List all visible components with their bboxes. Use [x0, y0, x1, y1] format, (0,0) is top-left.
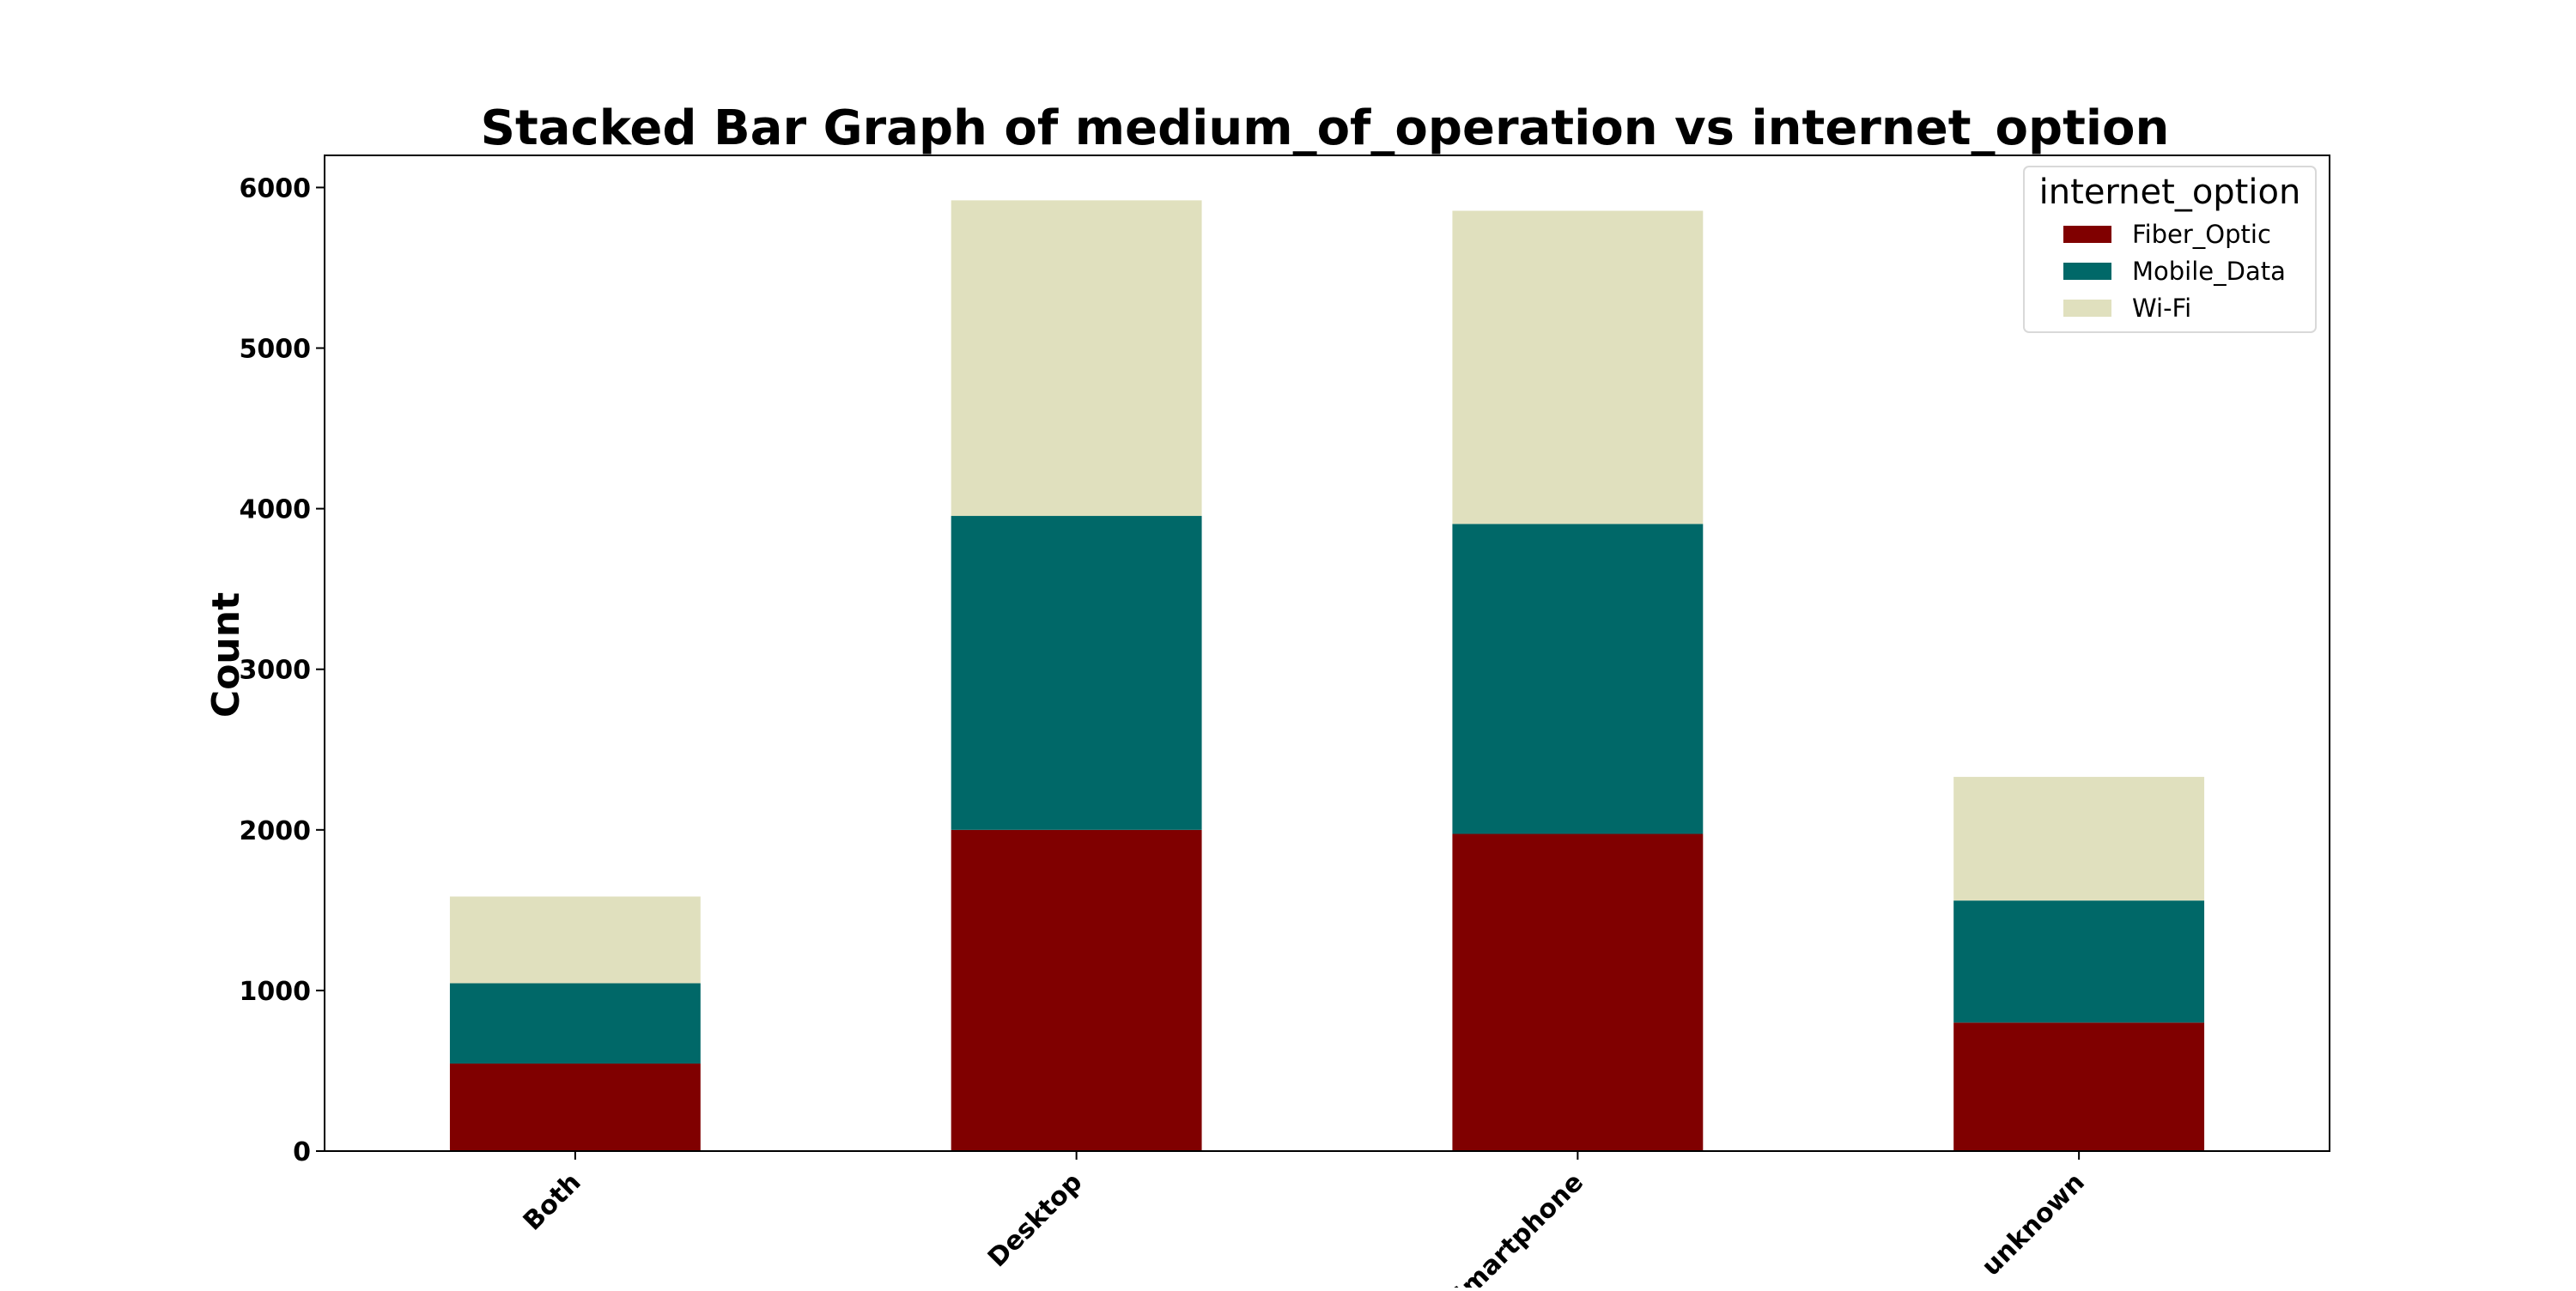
y-tick-label: 1000 — [240, 977, 312, 1007]
bar-segment-fiber-optic — [449, 1064, 701, 1151]
legend-box — [2023, 166, 2317, 333]
bar-stack-desktop — [951, 200, 1202, 1151]
chart-title: Stacked Bar Graph of medium_of_operation… — [481, 100, 2170, 156]
y-tick-label: 4000 — [240, 495, 312, 525]
legend-item: Fiber_Optic — [2063, 220, 2271, 249]
y-axis-ticks: 0 1000 2000 3000 4000 5000 6000 — [240, 173, 325, 1167]
legend-label: Fiber_Optic — [2132, 220, 2271, 249]
y-axis-label: Count — [204, 592, 248, 718]
bar-segment-wi-fi — [449, 896, 701, 984]
bar-segment-fiber-optic — [951, 829, 1202, 1151]
bar-segment-mobile-data — [1953, 900, 2205, 1023]
x-axis-ticks: Both Desktop Smartphone unknown — [518, 1151, 2091, 1291]
bar-segment-fiber-optic — [1452, 833, 1704, 1151]
y-tick-label: 0 — [293, 1137, 311, 1167]
bar-segment-wi-fi — [951, 200, 1202, 517]
legend-swatch — [2063, 300, 2111, 317]
legend-label: Wi-Fi — [2132, 294, 2191, 323]
bar-stack-smartphone — [1452, 210, 1704, 1151]
legend-item: Wi-Fi — [2063, 294, 2191, 323]
x-tick-label: Desktop — [982, 1167, 1088, 1273]
legend-item: Mobile_Data — [2063, 257, 2286, 286]
plot-frame — [324, 155, 2330, 1152]
bar-segment-mobile-data — [951, 516, 1202, 830]
x-tick-label: Smartphone — [1443, 1167, 1589, 1288]
y-tick-label: 2000 — [240, 816, 312, 846]
x-tick-label: Both — [518, 1167, 587, 1237]
bar-stack-unknown — [1953, 777, 2205, 1151]
bar-segment-mobile-data — [449, 983, 701, 1064]
y-tick-label: 6000 — [240, 173, 312, 203]
bar-segment-mobile-data — [1452, 524, 1704, 834]
bar-segment-wi-fi — [1452, 210, 1704, 524]
bar-stacks — [449, 200, 2205, 1151]
legend-label: Mobile_Data — [2132, 257, 2286, 286]
legend-title: internet_option — [2039, 173, 2301, 212]
x-tick-label: unknown — [1976, 1167, 2090, 1282]
bar-stack-both — [449, 896, 701, 1151]
legend: internet_option Fiber_Optic Mobile_Data Wi… — [2023, 166, 2317, 333]
bar-segment-wi-fi — [1953, 777, 2205, 901]
bar-segment-fiber-optic — [1953, 1022, 2205, 1151]
legend-swatch — [2063, 226, 2111, 243]
legend-swatch — [2063, 263, 2111, 280]
y-tick-label: 5000 — [240, 335, 312, 365]
legend-items: Fiber_Optic Mobile_Data Wi-Fi — [2063, 220, 2286, 323]
y-tick-label: 3000 — [240, 656, 312, 686]
